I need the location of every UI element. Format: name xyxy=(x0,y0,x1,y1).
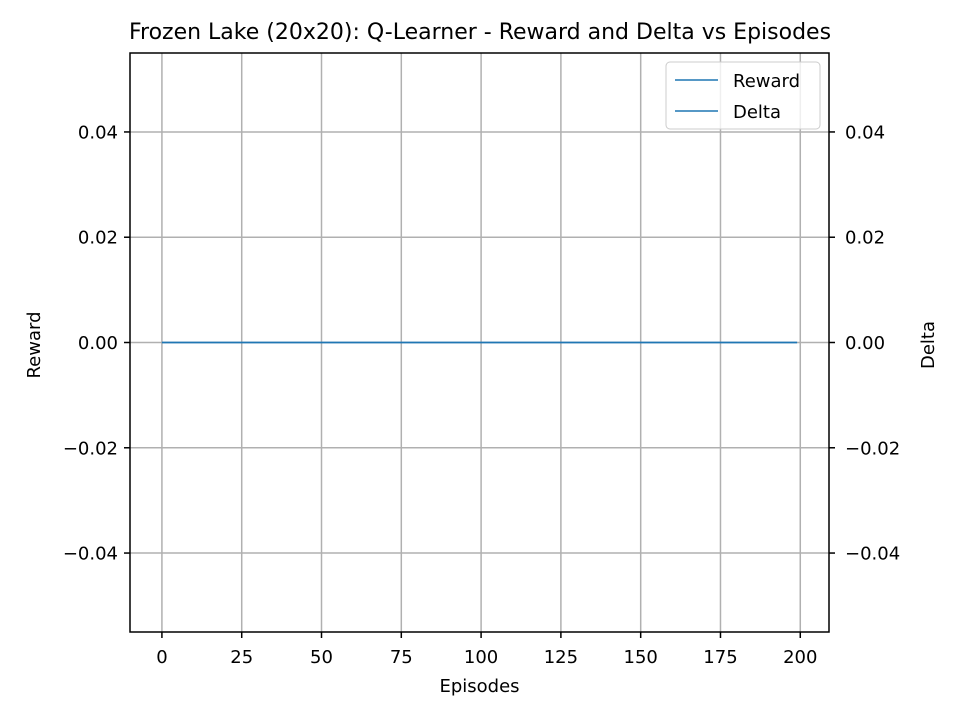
x-tick-label-150: 150 xyxy=(624,647,658,668)
x-tick-label-0: 0 xyxy=(156,647,167,668)
legend-label-reward: Reward xyxy=(733,71,800,92)
y-tick-label-0-00: 0.00 xyxy=(78,333,118,354)
y2-tick-label-minus-0-04: −0.04 xyxy=(845,544,900,565)
x-tick-label-25: 25 xyxy=(230,647,253,668)
y2-tick-label-0-02: 0.02 xyxy=(845,228,885,249)
y-tick-label-minus-0-02: −0.02 xyxy=(63,438,118,459)
y2-axis-label: Delta xyxy=(918,321,939,369)
x-axis-label: Episodes xyxy=(439,676,519,697)
y-tick-label-0-04: 0.04 xyxy=(78,122,118,143)
y-axis-label: Reward xyxy=(24,311,45,378)
x-tick-label-200: 200 xyxy=(783,647,817,668)
x-tick-label-125: 125 xyxy=(544,647,578,668)
x-tick-label-175: 175 xyxy=(703,647,737,668)
x-tick-label-75: 75 xyxy=(390,647,413,668)
y2-tick-label-0-04: 0.04 xyxy=(845,122,885,143)
y2-tick-label-minus-0-02: −0.02 xyxy=(845,438,900,459)
ticks: 0 25 50 75 100 125 150 175 200 −0.04 −0.02 0.00 0.02… xyxy=(63,122,900,668)
x-tick-label-50: 50 xyxy=(310,647,333,668)
y2-tick-label-0-00: 0.00 xyxy=(845,333,885,354)
legend-label-delta: Delta xyxy=(733,102,781,123)
y-tick-label-minus-0-04: −0.04 xyxy=(63,544,118,565)
legend: Reward Delta xyxy=(665,61,821,130)
legend-frame xyxy=(665,61,821,130)
x-tick-label-100: 100 xyxy=(464,647,498,668)
y-tick-label-0-02: 0.02 xyxy=(78,228,118,249)
chart-title: Frozen Lake (20x20): Q-Learner - Reward … xyxy=(129,20,831,45)
